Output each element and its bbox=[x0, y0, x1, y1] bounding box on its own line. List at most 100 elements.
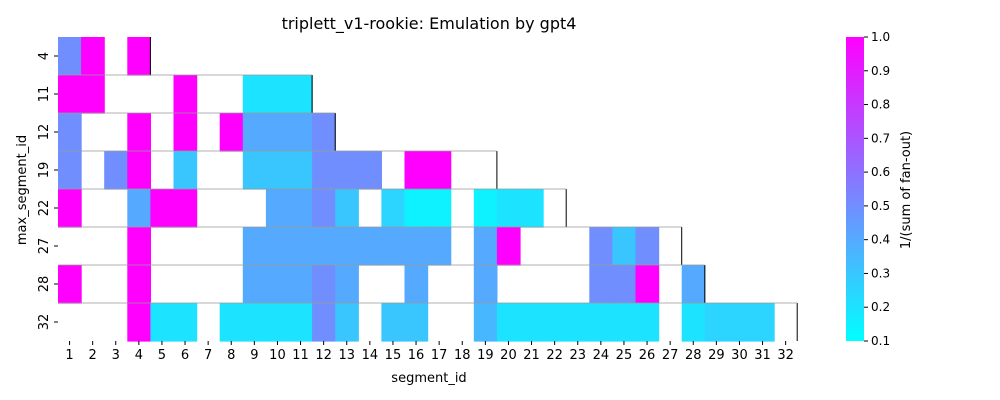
heatmap-cell bbox=[173, 75, 198, 114]
heatmap-cell bbox=[127, 227, 151, 266]
x-tick-label: 31 bbox=[754, 348, 771, 363]
heatmap-cell bbox=[473, 227, 498, 266]
colorbar-tick-label: 0.5 bbox=[871, 199, 890, 213]
heatmap-cell bbox=[81, 75, 105, 114]
colorbar-tick-label: 0.2 bbox=[871, 300, 890, 314]
heatmap-cell bbox=[520, 303, 544, 342]
heatmap-cell bbox=[473, 265, 498, 304]
heatmap-cell bbox=[635, 265, 660, 304]
heatmap-cell bbox=[312, 265, 336, 304]
heatmap-cell bbox=[265, 75, 290, 114]
y-tick-label: 12 bbox=[37, 124, 52, 141]
colorbar-tick-label: 1.0 bbox=[871, 30, 890, 44]
x-tick-label: 5 bbox=[158, 348, 166, 363]
heatmap-cell bbox=[127, 113, 151, 152]
x-tick-label: 3 bbox=[112, 348, 120, 363]
x-tick-label: 22 bbox=[546, 348, 563, 363]
heatmap-cell bbox=[242, 303, 267, 342]
heatmap-cell bbox=[289, 227, 313, 266]
heatmap-cell bbox=[704, 303, 729, 342]
heatmap-boundaries bbox=[58, 37, 798, 341]
heatmap-cell bbox=[289, 265, 313, 304]
heatmap-cell bbox=[242, 227, 267, 266]
colorbar-tick-label: 0.3 bbox=[871, 266, 890, 280]
heatmap-cell bbox=[312, 303, 336, 342]
x-tick-label: 20 bbox=[500, 348, 517, 363]
heatmap-cell bbox=[173, 113, 198, 152]
heatmap-cell bbox=[127, 37, 151, 76]
y-tick-label: 19 bbox=[37, 162, 52, 179]
heatmap-cell bbox=[496, 303, 521, 342]
heatmap-cell bbox=[635, 227, 660, 266]
heatmap-cell bbox=[381, 227, 406, 266]
heatmap-cell bbox=[543, 303, 567, 342]
heatmap-cell bbox=[173, 303, 198, 342]
x-tick-label: 30 bbox=[731, 348, 748, 363]
x-tick-label: 19 bbox=[477, 348, 494, 363]
heatmap-cell bbox=[173, 151, 198, 190]
heatmap-cell bbox=[335, 265, 359, 304]
heatmap-cell bbox=[496, 227, 521, 266]
colorbar-tick-label: 0.9 bbox=[871, 64, 890, 78]
x-tick-label: 24 bbox=[593, 348, 610, 363]
heatmap-cell bbox=[358, 227, 382, 266]
x-axis-label: segment_id bbox=[391, 371, 466, 386]
heatmap-cell bbox=[335, 227, 359, 266]
heatmap-cell bbox=[358, 151, 382, 190]
x-tick-label: 16 bbox=[408, 348, 425, 363]
heatmap-cell bbox=[289, 113, 313, 152]
heatmap-cell bbox=[289, 75, 313, 114]
heatmap-cell bbox=[58, 189, 82, 228]
x-tick-label: 29 bbox=[708, 348, 725, 363]
y-tick-label: 4 bbox=[37, 52, 52, 60]
heatmap-cell bbox=[265, 303, 290, 342]
heatmap-cell bbox=[127, 303, 151, 342]
heatmap-cell bbox=[335, 189, 359, 228]
colorbar-tick-label: 0.1 bbox=[871, 334, 890, 348]
heatmap-cell bbox=[404, 227, 429, 266]
heatmap-cell bbox=[335, 151, 359, 190]
heatmap-cell bbox=[58, 113, 82, 152]
heatmap-cell bbox=[589, 303, 613, 342]
colorbar bbox=[846, 37, 864, 341]
heatmap-cell bbox=[81, 37, 105, 76]
heatmap-cell bbox=[681, 265, 706, 304]
heatmap-cell bbox=[58, 151, 82, 190]
heatmap-cell bbox=[58, 75, 82, 114]
heatmap-cell bbox=[265, 189, 290, 228]
x-tick-label: 2 bbox=[89, 348, 97, 363]
x-tick-label: 7 bbox=[204, 348, 212, 363]
y-tick-labels: 4 11 12 19 22 27 28 32 bbox=[37, 52, 58, 330]
heatmap-cell bbox=[242, 151, 267, 190]
heatmap-cell bbox=[751, 303, 775, 342]
heatmap-cell bbox=[473, 189, 498, 228]
heatmap-cell bbox=[265, 227, 290, 266]
chart-title: triplett_v1-rookie: Emulation by gpt4 bbox=[282, 14, 577, 34]
heatmap-cell bbox=[496, 189, 521, 228]
heatmap-cell bbox=[127, 189, 151, 228]
x-tick-label: 12 bbox=[315, 348, 332, 363]
heatmap-cell bbox=[381, 303, 406, 342]
x-tick-label: 28 bbox=[685, 348, 702, 363]
heatmap-cell bbox=[404, 303, 429, 342]
heatmap-cell bbox=[265, 113, 290, 152]
colorbar-tick-label: 0.8 bbox=[871, 98, 890, 112]
heatmap-cell bbox=[727, 303, 752, 342]
heatmap-cell bbox=[566, 303, 590, 342]
x-tick-label: 8 bbox=[227, 348, 235, 363]
x-tick-label: 6 bbox=[181, 348, 189, 363]
x-tick-label: 15 bbox=[385, 348, 402, 363]
y-tick-label: 28 bbox=[37, 276, 52, 293]
colorbar-tick-label: 0.6 bbox=[871, 165, 890, 179]
x-tick-label: 25 bbox=[616, 348, 633, 363]
heatmap-cell bbox=[473, 303, 498, 342]
heatmap-cell bbox=[404, 151, 429, 190]
heatmap-cell bbox=[312, 227, 336, 266]
x-tick-label: 18 bbox=[454, 348, 471, 363]
heatmap-cell bbox=[520, 189, 544, 228]
y-axis-label: max_segment_id bbox=[15, 135, 30, 245]
heatmap-cell bbox=[312, 113, 336, 152]
x-tick-label: 4 bbox=[135, 348, 143, 363]
heatmap-cell bbox=[58, 265, 82, 304]
